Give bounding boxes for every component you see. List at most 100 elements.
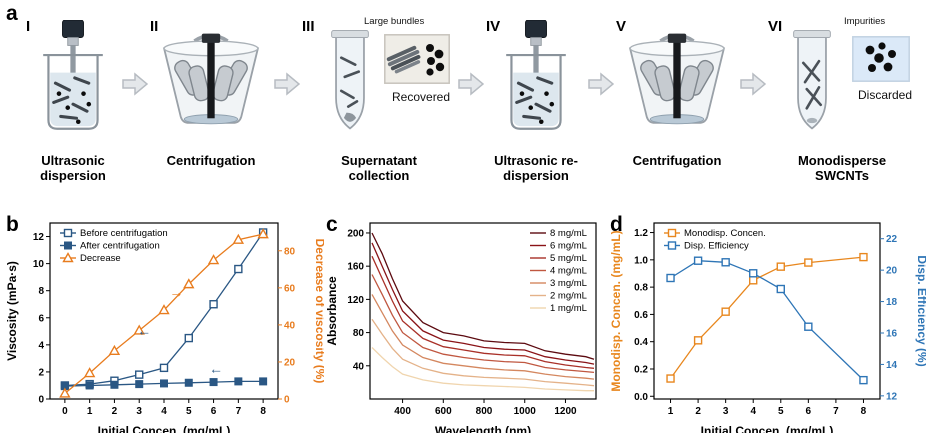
- svg-text:Monodisp. Concen.: Monodisp. Concen.: [684, 228, 766, 239]
- svg-text:0.2: 0.2: [634, 364, 648, 375]
- chart-absorbance: c 400 600 800 1000 1200 40 80 120 160 200 Waveleng…: [324, 213, 608, 433]
- svg-text:6 mg/mL: 6 mg/mL: [550, 241, 587, 252]
- step-monodisperse-swcnts: VI Impurities Discarded Monodisperse SWC…: [766, 10, 918, 183]
- svg-text:40: 40: [353, 361, 365, 372]
- svg-text:600: 600: [435, 406, 452, 417]
- svg-text:4: 4: [38, 340, 44, 351]
- svg-text:6: 6: [38, 313, 44, 324]
- svg-text:2: 2: [112, 406, 118, 417]
- svg-text:18: 18: [886, 297, 898, 308]
- svg-text:Disp. Efficiency (%): Disp. Efficiency (%): [915, 255, 926, 366]
- svg-text:7: 7: [236, 406, 242, 417]
- svg-text:160: 160: [347, 262, 364, 273]
- process-arrow-icon: [740, 72, 766, 96]
- svg-text:2: 2: [695, 406, 701, 417]
- monodisperse-icons: Impurities Discarded: [766, 16, 918, 152]
- chart-dispersion-efficiency: d 1 2 3 4 5 6 7 8 0.0 0.2 0.4 0.6 0.8 1.0 1.2 12 14 16 18 2…: [608, 213, 927, 433]
- svg-text:←: ←: [137, 322, 151, 338]
- svg-text:1 mg/mL: 1 mg/mL: [550, 303, 587, 314]
- step-numeral: III: [302, 18, 315, 35]
- step-numeral: II: [150, 18, 159, 35]
- step-supernatant-collection: III Large bundles Recovered Supernatant …: [300, 10, 458, 183]
- svg-text:Decrease of viscosity (%): Decrease of viscosity (%): [313, 239, 324, 384]
- svg-text:After centrifugation: After centrifugation: [80, 241, 160, 252]
- chart-viscosity: b 0 1 2 3 4 5 6 7 8 0 2 4 6 8 10 12 0 20 40 60 80 Initial Con…: [4, 213, 327, 433]
- svg-text:12: 12: [33, 232, 45, 243]
- charts-row: b 0 1 2 3 4 5 6 7 8 0 2 4 6 8 10 12 0 20 40 60 80 Initial Con…: [0, 213, 927, 433]
- svg-text:←: ←: [209, 360, 223, 376]
- svg-text:5: 5: [186, 406, 192, 417]
- step-numeral: IV: [486, 18, 501, 35]
- svg-text:5 mg/mL: 5 mg/mL: [550, 253, 587, 264]
- recovered-label: Recovered: [392, 90, 451, 104]
- svg-text:4 mg/mL: 4 mg/mL: [550, 266, 587, 277]
- svg-text:0.4: 0.4: [634, 337, 648, 348]
- step-numeral: VI: [768, 18, 783, 35]
- svg-text:200: 200: [347, 228, 364, 239]
- large-bundles-label: Large bundles: [364, 16, 425, 27]
- step-label: Monodisperse SWCNTs: [797, 153, 887, 183]
- step-numeral: V: [616, 18, 627, 35]
- svg-text:6: 6: [211, 406, 217, 417]
- svg-text:Before centrifugation: Before centrifugation: [80, 228, 168, 239]
- step-label: Centrifugation: [166, 153, 256, 168]
- centrifuge-icon: [148, 20, 274, 152]
- svg-text:Monodisp. Concen. (mg/mL): Monodisp. Concen. (mg/mL): [609, 230, 623, 391]
- svg-text:Viscosity (mPa·s): Viscosity (mPa·s): [5, 261, 19, 361]
- beaker-sonicator-icon: [484, 20, 588, 152]
- svg-text:→: →: [169, 284, 183, 300]
- process-arrow-icon: [122, 72, 148, 96]
- svg-text:4: 4: [750, 406, 756, 417]
- step-label: Supernatant collection: [341, 153, 417, 183]
- step-numeral: I: [26, 18, 31, 35]
- svg-text:7: 7: [833, 406, 839, 417]
- impurities-inset: [852, 36, 910, 87]
- svg-text:3: 3: [136, 406, 142, 417]
- step-label: Ultrasonic re-dispersion: [494, 153, 578, 183]
- step-label: Centrifugation: [632, 153, 722, 168]
- svg-text:0.0: 0.0: [634, 392, 648, 403]
- step-centrifugation-2: V Centrifugation: [614, 10, 740, 169]
- step-centrifugation-1: II Centrifugation: [148, 10, 274, 169]
- centrifuge-icon: [614, 20, 740, 152]
- svg-text:1000: 1000: [514, 406, 537, 417]
- svg-text:1: 1: [87, 406, 93, 417]
- svg-text:Initial Concen. (mg/mL): Initial Concen. (mg/mL): [701, 424, 834, 433]
- svg-text:1.0: 1.0: [634, 255, 648, 266]
- impurities-label: Impurities: [844, 16, 886, 27]
- svg-text:0.8: 0.8: [634, 283, 648, 294]
- step-label: Ultrasonic dispersion: [40, 153, 106, 183]
- step-ultrasonic-redispersion: IV Ultrasonic re-dispersion: [484, 10, 588, 183]
- process-arrow-icon: [588, 72, 614, 96]
- svg-text:2: 2: [38, 367, 44, 378]
- process-arrow-icon: [274, 72, 300, 96]
- svg-text:0: 0: [62, 406, 68, 417]
- panel-letter-b: b: [6, 213, 19, 236]
- svg-text:40: 40: [284, 320, 296, 331]
- step-ultrasonic-dispersion: I Ultrasonic dispersion: [24, 10, 122, 183]
- svg-text:0.6: 0.6: [634, 310, 648, 321]
- svg-text:10: 10: [33, 259, 45, 270]
- svg-text:1200: 1200: [554, 406, 577, 417]
- svg-text:1.2: 1.2: [634, 228, 648, 239]
- svg-text:80: 80: [284, 246, 296, 257]
- svg-text:8: 8: [260, 406, 266, 417]
- beaker-sonicator-icon: [24, 20, 122, 152]
- recovered-bundles-inset: [384, 34, 450, 89]
- centrifuge-tube-icon: [784, 28, 840, 143]
- svg-text:20: 20: [284, 357, 296, 368]
- panel-letter-d: d: [610, 213, 623, 236]
- svg-text:400: 400: [394, 406, 411, 417]
- svg-text:Wavelength (nm): Wavelength (nm): [435, 424, 531, 433]
- svg-text:6: 6: [806, 406, 812, 417]
- svg-text:3: 3: [723, 406, 729, 417]
- svg-text:0: 0: [284, 395, 290, 406]
- svg-text:Absorbance: Absorbance: [325, 276, 339, 346]
- svg-text:1: 1: [668, 406, 674, 417]
- panel-letter-a: a: [6, 2, 18, 25]
- svg-text:120: 120: [347, 295, 364, 306]
- supernatant-icons: Large bundles Recovered: [300, 16, 458, 152]
- svg-text:80: 80: [353, 328, 365, 339]
- svg-text:60: 60: [284, 283, 296, 294]
